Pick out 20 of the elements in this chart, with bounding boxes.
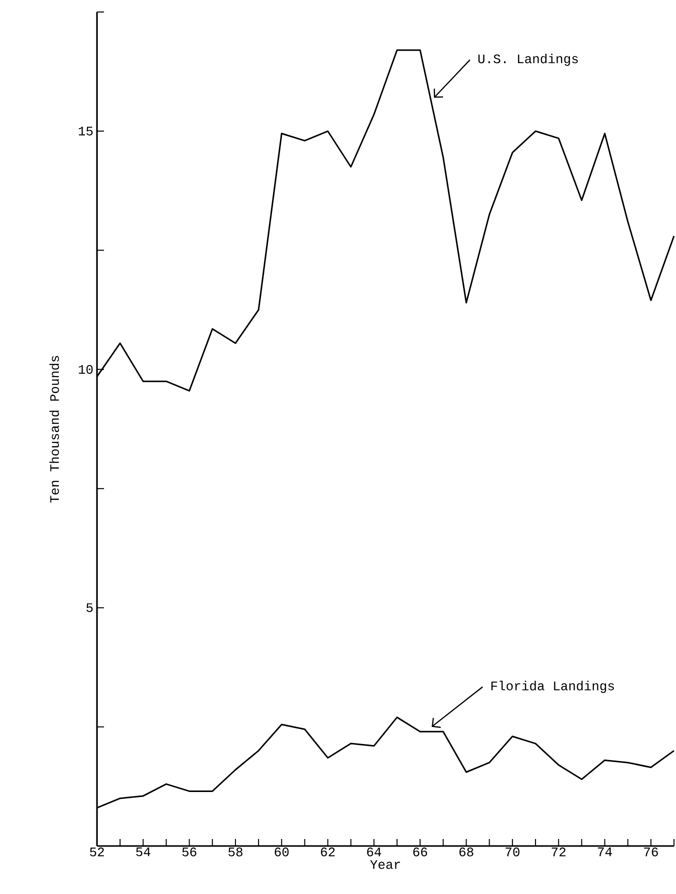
x-tick-label: 76 [644, 848, 658, 856]
x-tick-label: 58 [228, 848, 242, 856]
x-tick-label: 70 [506, 848, 520, 856]
x-tick-label: 52 [90, 848, 104, 856]
y-tick-label: 10 [78, 365, 93, 374]
x-tick-label: 66 [413, 848, 428, 856]
y-axis-title: Ten Thousand Pounds [49, 356, 60, 503]
y-tick-label: 15 [78, 126, 93, 136]
annotation: Florida Landings [491, 680, 614, 693]
x-tick-label: 74 [598, 848, 612, 856]
x-tick-label: 60 [274, 848, 289, 856]
x-axis-title: Year [370, 860, 400, 869]
x-tick-label: 64 [367, 848, 382, 856]
x-tick-label: 68 [459, 848, 474, 856]
annotation: U.S. Landings [478, 54, 578, 66]
x-tick-label: 56 [182, 848, 196, 856]
x-tick-label: 72 [552, 848, 566, 856]
x-tick-label: 54 [136, 848, 150, 856]
y-tick-label: 5 [86, 603, 93, 612]
x-tick-label: 62 [320, 848, 335, 856]
